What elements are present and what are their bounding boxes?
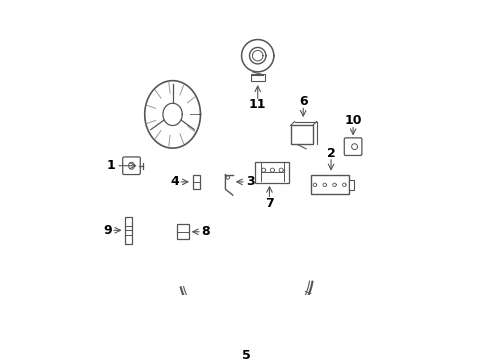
Text: 6: 6 bbox=[298, 95, 307, 108]
Text: 8: 8 bbox=[201, 225, 210, 238]
FancyBboxPatch shape bbox=[250, 74, 264, 81]
Text: 4: 4 bbox=[170, 175, 179, 188]
Bar bbox=[290, 125, 312, 144]
Bar bbox=[310, 175, 348, 194]
Text: 2: 2 bbox=[326, 147, 335, 159]
Text: 10: 10 bbox=[344, 114, 361, 127]
FancyBboxPatch shape bbox=[177, 224, 189, 239]
Text: 1: 1 bbox=[106, 159, 115, 172]
Text: 9: 9 bbox=[103, 224, 112, 237]
Text: 5: 5 bbox=[241, 349, 250, 360]
Bar bbox=[192, 175, 199, 189]
Text: 3: 3 bbox=[245, 175, 254, 188]
FancyBboxPatch shape bbox=[344, 138, 361, 156]
Bar bbox=[125, 217, 132, 243]
FancyBboxPatch shape bbox=[255, 162, 289, 183]
Bar bbox=[348, 180, 353, 190]
Text: 11: 11 bbox=[248, 99, 266, 112]
FancyBboxPatch shape bbox=[122, 157, 140, 175]
Text: 7: 7 bbox=[264, 197, 273, 210]
